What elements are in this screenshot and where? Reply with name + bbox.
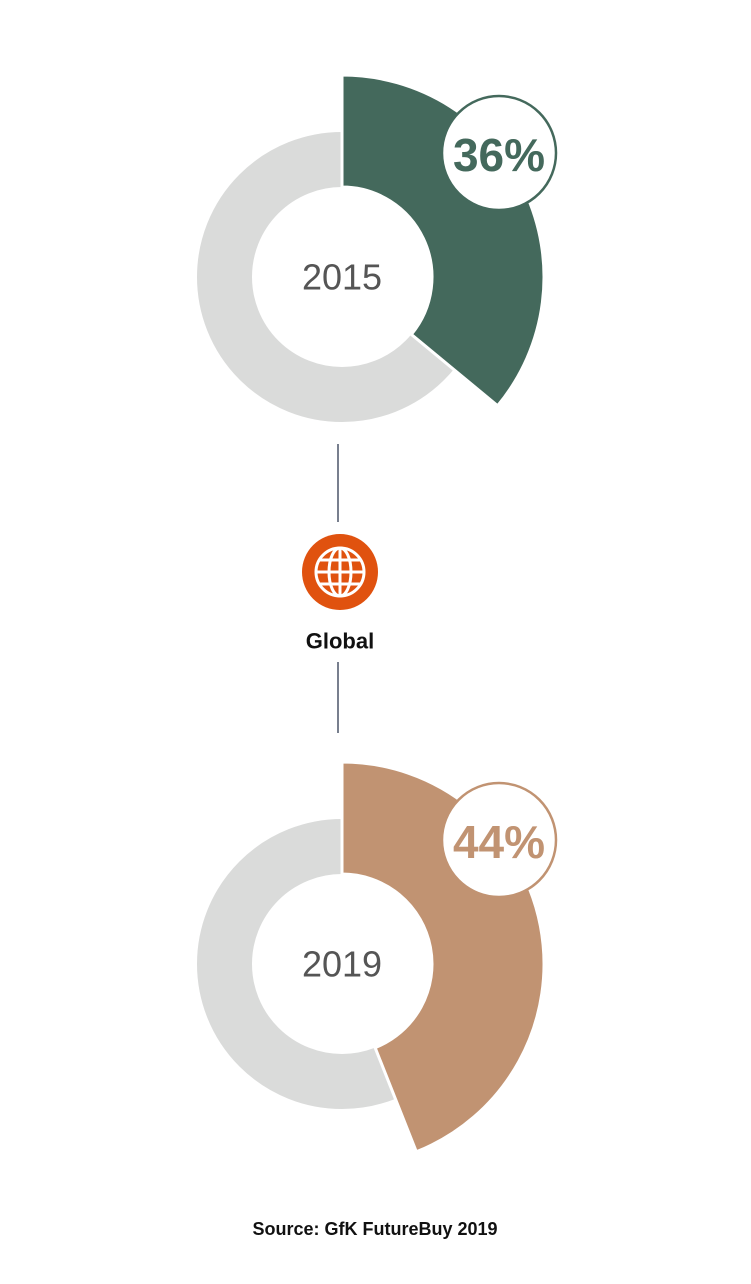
value-label: 36% bbox=[453, 129, 545, 181]
value-bubble bbox=[440, 94, 558, 212]
region-label: Global bbox=[306, 629, 374, 654]
source-note: Source: GfK FutureBuy 2019 bbox=[252, 1219, 497, 1239]
value-label: 44% bbox=[453, 816, 545, 868]
center-label: 2019 bbox=[302, 944, 382, 985]
center-label: 2015 bbox=[302, 257, 382, 298]
value-bubble bbox=[440, 781, 558, 899]
globe-icon bbox=[302, 534, 378, 610]
